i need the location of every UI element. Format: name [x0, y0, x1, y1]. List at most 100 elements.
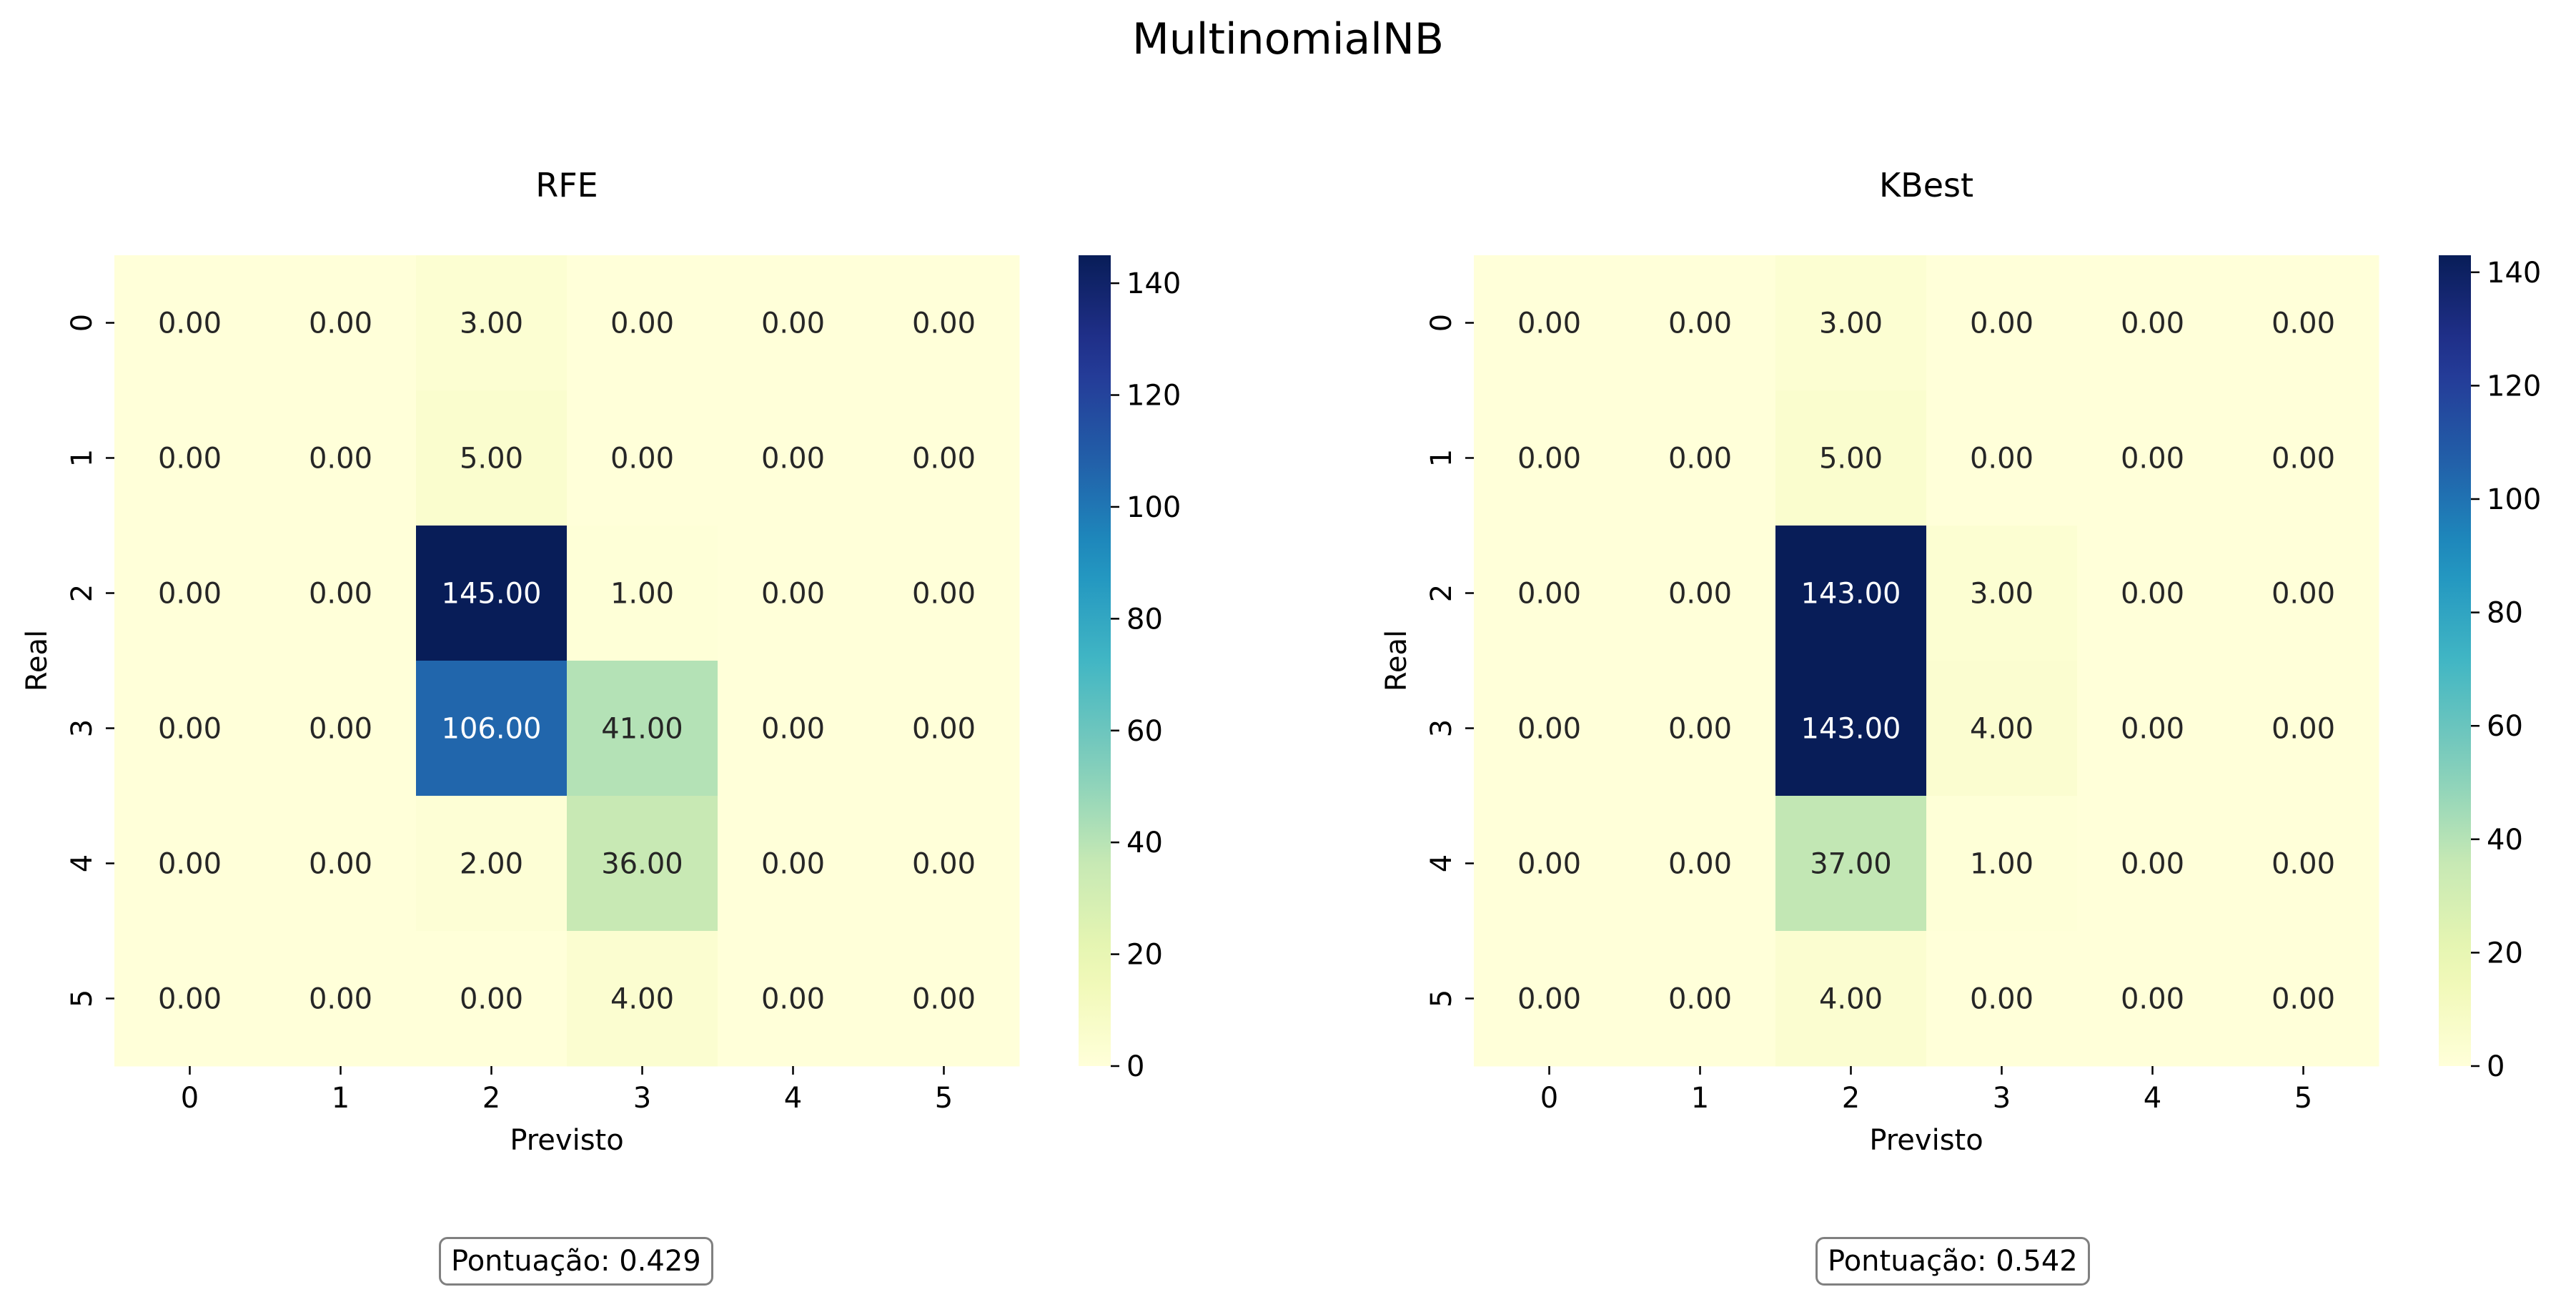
colorbar-tick-label: 100 [2487, 483, 2541, 516]
colorbar-tick-label: 120 [1126, 380, 1181, 413]
colorbar-tick-label: 80 [1126, 603, 1163, 636]
cell-value-label: 0.00 [1668, 983, 1732, 1016]
heatmap-title: RFE [535, 166, 598, 204]
heatmap-cell [1474, 255, 1625, 391]
heatmap-cell [868, 390, 1020, 526]
cell-value-label: 143.00 [1801, 578, 1901, 611]
cell-value-label: 0.00 [2272, 983, 2335, 1016]
heatmap-cell [1775, 796, 1927, 932]
cell-value-label: 0.00 [1517, 983, 1581, 1016]
heatmap-cell [2228, 661, 2379, 797]
cell-value-label: 0.00 [912, 307, 976, 340]
cell-value-label: 0.00 [309, 443, 372, 475]
y-tick-label: 2 [1425, 584, 1458, 602]
x-tick-label: 1 [332, 1082, 350, 1115]
heatmap-cell [2077, 526, 2229, 661]
heatmap-cell [2077, 255, 2229, 391]
y-tick-label: 5 [1425, 990, 1458, 1007]
heatmap-cell [1926, 796, 2078, 932]
heatmap-cell [567, 526, 718, 661]
cell-value-label: 0.00 [1517, 713, 1581, 746]
cell-value-label: 0.00 [761, 983, 825, 1016]
cell-value-label: 4.00 [1819, 983, 1883, 1016]
cell-value-label: 0.00 [158, 983, 222, 1016]
heatmap-cell [2228, 526, 2379, 661]
colorbar-tick-label: 20 [2487, 937, 2523, 970]
y-axis-label: Real [21, 630, 54, 691]
cell-value-label: 0.00 [158, 578, 222, 611]
heatmap-cell [567, 390, 718, 526]
cell-value-label: 0.00 [1517, 443, 1581, 475]
heatmap-cell [1474, 661, 1625, 797]
cell-value-label: 106.00 [442, 713, 542, 746]
heatmap-cell [114, 661, 266, 797]
heatmap-cell [2077, 931, 2229, 1067]
cell-value-label: 0.00 [2121, 307, 2184, 340]
heatmap-title: KBest [1879, 166, 1973, 204]
x-tick-label: 3 [633, 1082, 651, 1115]
cell-value-label: 5.00 [460, 443, 523, 475]
heatmap-cell [868, 255, 1020, 391]
colorbar [1079, 255, 1111, 1066]
x-tick-label: 1 [1691, 1082, 1709, 1115]
cell-value-label: 0.00 [2272, 848, 2335, 881]
y-tick-label: 3 [1425, 719, 1458, 737]
colorbar-tick-label: 80 [2487, 597, 2523, 630]
cell-value-label: 0.00 [761, 443, 825, 475]
heatmap-cell [265, 526, 417, 661]
heatmap-cell [416, 796, 568, 932]
colorbar [2439, 255, 2471, 1066]
y-tick-label: 5 [66, 990, 99, 1007]
heatmap-cell [2228, 796, 2379, 932]
y-tick-label: 0 [66, 314, 99, 332]
heatmap-cell [114, 931, 266, 1067]
heatmap-cell [1926, 661, 2078, 797]
cell-value-label: 0.00 [309, 848, 372, 881]
x-tick-label: 4 [2144, 1082, 2161, 1115]
y-tick-label: 4 [66, 854, 99, 872]
heatmap-cell [416, 661, 568, 797]
cell-value-label: 0.00 [2272, 307, 2335, 340]
heatmap-cell [1926, 390, 2078, 526]
cell-value-label: 5.00 [1819, 443, 1883, 475]
colorbar-tick-label: 120 [2487, 370, 2541, 403]
heatmap-cell [1775, 255, 1927, 391]
x-axis-label: Previsto [1869, 1124, 1983, 1157]
x-tick-label: 5 [2294, 1082, 2312, 1115]
cell-value-label: 0.00 [1970, 443, 2033, 475]
y-tick-label: 2 [66, 584, 99, 602]
heatmap-panel-kbest: KBest 0.00 0.00 3.00 0.00 0.00 0.00 0.00 0.00 5.0… [1380, 166, 2541, 1157]
cell-value-label: 0.00 [1517, 848, 1581, 881]
heatmap-cell [718, 796, 869, 932]
heatmap-cell [1625, 390, 1776, 526]
x-tick-label: 2 [482, 1082, 500, 1115]
heatmap-cell [1926, 931, 2078, 1067]
cell-value-label: 0.00 [912, 848, 976, 881]
heatmap-cell [868, 526, 1020, 661]
colorbar-tick-label: 140 [1126, 267, 1181, 300]
cell-value-label: 0.00 [158, 713, 222, 746]
cell-value-label: 0.00 [761, 848, 825, 881]
heatmap-cell [265, 931, 417, 1067]
cell-value-label: 0.00 [2121, 983, 2184, 1016]
y-tick-label: 4 [1425, 854, 1458, 872]
cell-value-label: 0.00 [1668, 307, 1732, 340]
cell-value-label: 0.00 [2272, 578, 2335, 611]
heatmap-cell [1474, 526, 1625, 661]
cell-value-label: 0.00 [460, 983, 523, 1016]
heatmap-cell [567, 255, 718, 391]
heatmap-cell [1775, 931, 1927, 1067]
x-tick-label: 3 [1993, 1082, 2011, 1115]
cell-value-label: 0.00 [158, 443, 222, 475]
heatmap-cell [2228, 255, 2379, 391]
heatmap-cell [868, 931, 1020, 1067]
cell-value-label: 2.00 [460, 848, 523, 881]
cell-value-label: 0.00 [912, 983, 976, 1016]
heatmap-cell [1474, 390, 1625, 526]
heatmap-cell [2077, 661, 2229, 797]
cell-value-label: 3.00 [460, 307, 523, 340]
heatmap-cell [2228, 390, 2379, 526]
heatmap-cell [718, 526, 869, 661]
y-tick-label: 0 [1425, 314, 1458, 332]
y-tick-label: 3 [66, 719, 99, 737]
